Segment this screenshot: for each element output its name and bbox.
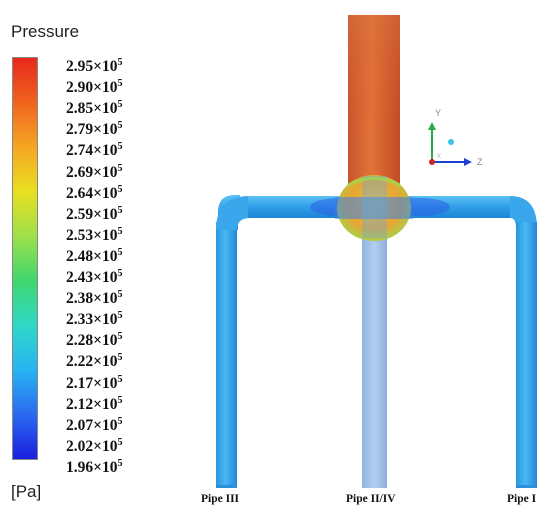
axes-triad: Y Z X — [428, 108, 483, 167]
legend-unit: [Pa] — [11, 482, 42, 501]
legend-title: Pressure — [11, 22, 80, 41]
legend-tick-label: 2.22×105 — [66, 352, 123, 371]
pipe-label-left: Pipe III — [201, 493, 240, 505]
legend-tick-label: 2.85×105 — [66, 99, 123, 118]
legend-tick-label: 2.12×105 — [66, 394, 123, 413]
legend-tick-label: 2.38×105 — [66, 289, 123, 308]
pipe-label-right: Pipe I — [507, 493, 537, 505]
legend-tick-label: 2.59×105 — [66, 204, 123, 223]
axis-x-label: X — [437, 154, 441, 160]
legend-tick-label: 2.69×105 — [66, 162, 123, 181]
legend-tick-label: 2.74×105 — [66, 141, 123, 160]
legend-tick-label: 2.02×105 — [66, 436, 123, 455]
legend-tick-label: 2.48×105 — [66, 246, 123, 265]
right-leg — [516, 222, 537, 488]
legend-tick-label: 2.53×105 — [66, 225, 123, 244]
legend-tick-label: 1.96×105 — [66, 457, 123, 476]
legend-tick-label: 2.28×105 — [66, 331, 123, 350]
legend-tick-label: 2.90×105 — [66, 78, 123, 97]
axis-y-label: Y — [435, 108, 441, 118]
legend-tick-label: 2.64×105 — [66, 183, 123, 202]
legend-tick-label: 2.43×105 — [66, 268, 123, 286]
pipe-label-center: Pipe II/IV — [346, 493, 396, 505]
legend-color-bar — [12, 57, 38, 460]
center-pipe — [362, 225, 387, 488]
legend-tick-label: 2.07×105 — [66, 415, 123, 434]
legend-tick-label: 2.95×105 — [66, 57, 123, 75]
legend-tick-label: 2.33×105 — [66, 310, 123, 329]
left-leg — [216, 222, 237, 488]
legend-tick-label: 2.79×105 — [66, 120, 123, 139]
legend-tick-label: 2.17×105 — [66, 373, 123, 392]
axis-z-label: Z — [477, 157, 483, 167]
